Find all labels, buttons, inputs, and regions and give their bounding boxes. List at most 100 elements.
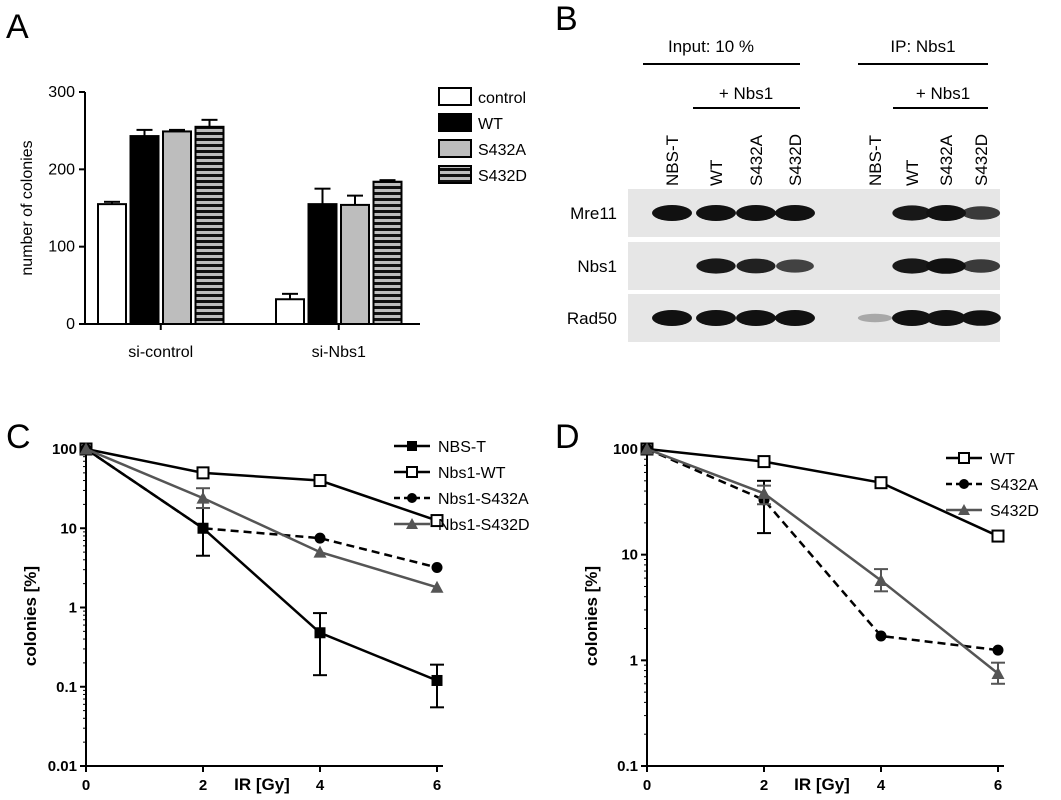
panel-d-xtick-label: 0 bbox=[643, 777, 651, 794]
panel-c-marker-triangle bbox=[406, 518, 418, 529]
panel-c-xtick-label: 0 bbox=[82, 777, 90, 794]
blot-lane-label: S432A bbox=[747, 134, 766, 186]
panel-d-marker-circle bbox=[992, 644, 1004, 656]
blot-lane-label: NBS-T bbox=[663, 135, 682, 186]
panel-label-d: D bbox=[555, 418, 580, 456]
panel-a-ytick-label: 200 bbox=[48, 161, 75, 178]
panel-a-bar bbox=[129, 135, 160, 325]
panel-a-legend-swatch bbox=[438, 113, 472, 132]
panel-c-ytick-label: 10 bbox=[60, 520, 77, 537]
blot-header-input: Input: 10 % bbox=[668, 37, 754, 56]
panel-c-marker-filled-square bbox=[314, 627, 326, 639]
blot-lane-label: S432A bbox=[937, 134, 956, 186]
panel-c-marker-open-square bbox=[406, 466, 418, 478]
blot-band bbox=[892, 310, 932, 326]
panel-d-ytick-label: 100 bbox=[613, 441, 638, 458]
panel-c-marker-triangle bbox=[313, 545, 327, 558]
panel-a-bar bbox=[340, 203, 370, 325]
panel-a-bar bbox=[194, 125, 225, 325]
panel-c-marker-triangle bbox=[430, 580, 444, 593]
panel-c-marker-circle bbox=[407, 493, 417, 503]
blot-lane-label: NBS-T bbox=[866, 135, 885, 186]
blot-band bbox=[736, 205, 776, 221]
panel-d-marker-open-square bbox=[874, 476, 888, 490]
panel-c-ytick-label: 100 bbox=[52, 441, 77, 458]
blot-lane-label: S432D bbox=[786, 134, 805, 186]
panel-d-marker-triangle bbox=[757, 486, 771, 499]
panel-d-marker-triangle bbox=[640, 442, 654, 455]
panel-c-legend-label: NBS-T bbox=[438, 439, 486, 456]
panel-c-xtick-label: 6 bbox=[433, 777, 441, 794]
blot-band bbox=[736, 258, 776, 274]
panel-d-marker-open-square bbox=[757, 455, 771, 469]
panel-c-xtick-label: 2 bbox=[199, 777, 207, 794]
blot-band bbox=[696, 310, 736, 326]
panel-a-legend-swatch bbox=[438, 165, 472, 184]
panel-a-bar-chart: number of colonies 0 100 200 300 si-control s… bbox=[19, 84, 527, 361]
panel-d-marker-circle bbox=[959, 479, 969, 489]
panel-c-marker-filled-square bbox=[431, 674, 443, 686]
panel-c-legend-label: Nbs1-S432A bbox=[438, 491, 529, 508]
panel-d-ytick-label: 1 bbox=[630, 652, 638, 669]
panel-a-bar bbox=[97, 203, 127, 325]
panel-c-xlabel: IR [Gy] bbox=[234, 775, 290, 794]
blot-header-ip: IP: Nbs1 bbox=[890, 37, 955, 56]
panel-c-marker-triangle bbox=[79, 442, 93, 455]
blot-band bbox=[652, 310, 692, 326]
blot-band bbox=[892, 205, 932, 221]
panel-a-legend-swatch bbox=[438, 87, 472, 106]
blot-band bbox=[892, 258, 932, 274]
panel-a-category-label: si-Nbs1 bbox=[312, 344, 366, 361]
panel-a-bar bbox=[372, 180, 403, 325]
panel-c-marker-circle bbox=[197, 522, 209, 534]
blot-plus-nbs1-ip: + Nbs1 bbox=[916, 84, 970, 103]
panel-b-western-blot: Input: 10 % IP: Nbs1 + Nbs1 + Nbs1 NBS-T… bbox=[567, 37, 1001, 342]
panel-c-marker-open-square bbox=[430, 514, 444, 528]
panel-a-legend-label: S432A bbox=[478, 142, 526, 159]
panel-d-legend-label: WT bbox=[990, 451, 1015, 468]
blot-band bbox=[736, 310, 776, 326]
panel-d-series-line bbox=[646, 447, 999, 538]
panel-a-category-label: si-control bbox=[128, 344, 193, 361]
blot-band bbox=[696, 258, 736, 274]
blot-band bbox=[696, 205, 736, 221]
panel-c-series-line bbox=[85, 447, 438, 589]
blot-band bbox=[926, 258, 966, 274]
blot-lane-label: WT bbox=[707, 160, 726, 186]
panel-d-survival-chart: colonies [%] IR [Gy] 0.1 1 10 100 0 2 4 6 WT S432… bbox=[582, 441, 1039, 794]
panel-d-marker-circle bbox=[875, 630, 887, 642]
panel-d-legend-label: S432D bbox=[990, 503, 1039, 520]
panel-d-marker-open-square bbox=[958, 452, 970, 464]
blot-band bbox=[926, 310, 966, 326]
panel-label-c: C bbox=[6, 418, 31, 456]
panel-d-xtick-label: 4 bbox=[877, 777, 886, 794]
panel-c-ytick-label: 1 bbox=[69, 600, 77, 617]
panel-d-ylabel: colonies [%] bbox=[582, 566, 601, 666]
panel-c-series-line bbox=[85, 447, 438, 522]
panel-c-marker-open-square bbox=[196, 466, 210, 480]
panel-a-ytick-label: 100 bbox=[48, 239, 75, 256]
panel-c-marker-triangle bbox=[196, 491, 210, 504]
panel-d-marker-triangle bbox=[958, 504, 970, 515]
blot-band bbox=[857, 313, 893, 323]
panel-a-bar bbox=[275, 298, 305, 325]
panel-a-legend-swatch bbox=[438, 139, 472, 158]
panel-d-xtick-label: 6 bbox=[994, 777, 1002, 794]
panel-c-xtick-label: 4 bbox=[316, 777, 325, 794]
blot-plus-nbs1-input: + Nbs1 bbox=[719, 84, 773, 103]
panel-d-xtick-label: 2 bbox=[760, 777, 768, 794]
panel-a-bar bbox=[307, 203, 338, 325]
panel-a-legend-label: WT bbox=[478, 116, 503, 133]
panel-d-series-line bbox=[646, 447, 999, 652]
panel-a-ytick-label: 0 bbox=[66, 316, 75, 333]
blot-band bbox=[961, 259, 1001, 273]
panel-d-marker-triangle bbox=[991, 667, 1005, 680]
panel-c-ylabel: colonies [%] bbox=[21, 566, 40, 666]
panel-c-marker-circle bbox=[314, 532, 326, 544]
panel-c-ytick-label: 0.1 bbox=[56, 679, 77, 696]
panel-d-legend-label: S432A bbox=[990, 477, 1038, 494]
blot-band bbox=[961, 310, 1001, 326]
panel-d-ytick-label: 10 bbox=[621, 547, 638, 564]
panel-a-legend-label: S432D bbox=[478, 168, 527, 185]
